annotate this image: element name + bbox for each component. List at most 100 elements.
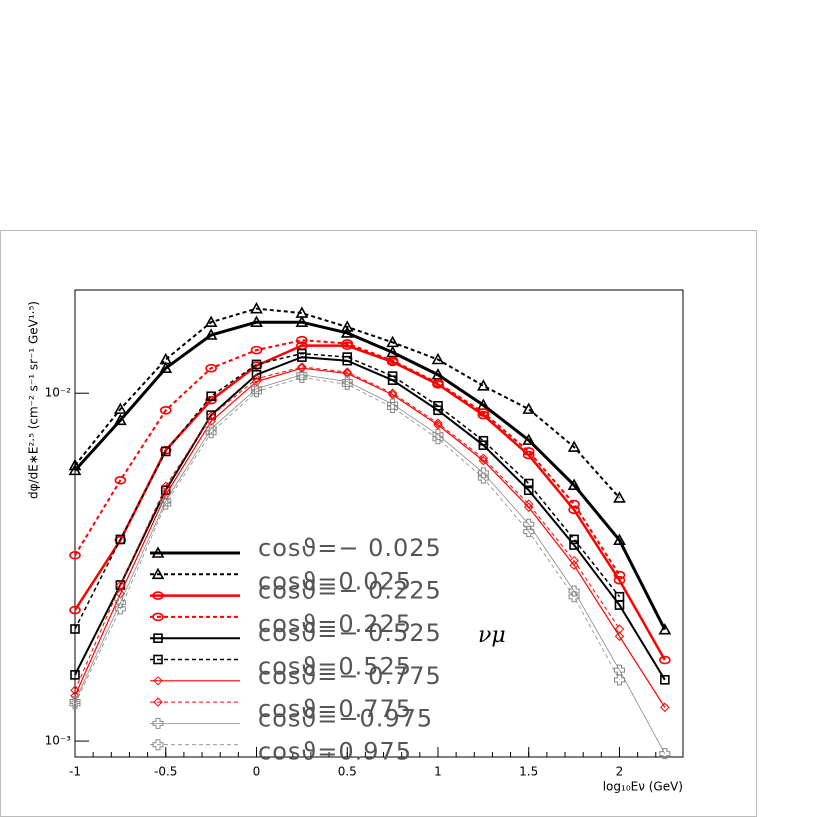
marker: [70, 670, 80, 680]
legend-entry: cosϑ=−0.975: [150, 704, 432, 732]
legend-entry: cosϑ=− 0.775: [150, 662, 442, 690]
marker: [431, 352, 445, 365]
marker: [70, 624, 80, 634]
marker: [523, 526, 535, 538]
marker: [341, 378, 353, 390]
series-line: [73, 320, 667, 631]
marker: [386, 356, 399, 366]
marker: [659, 748, 671, 760]
marker: [523, 485, 534, 496]
marker: [432, 433, 444, 445]
x-tick-label: 1.5: [519, 765, 538, 779]
legend-label: cosϑ=0.525: [258, 653, 412, 681]
marker: [159, 445, 172, 455]
legend-entry: cosϑ=0.975: [150, 738, 412, 766]
legend-entry: cosϑ=− 0.025: [150, 534, 442, 562]
marker: [69, 551, 81, 560]
legend-marker-shape: [152, 591, 164, 600]
marker: [206, 411, 216, 421]
legend-label: cosϑ=− 0.775: [258, 662, 442, 690]
marker: [342, 352, 353, 362]
series-line: [74, 307, 621, 499]
marker: [205, 427, 217, 439]
marker: [387, 388, 398, 398]
x-tick-label: 2: [616, 765, 624, 779]
canvas-frame: [0, 230, 757, 817]
y-tick-label: 10⁻²: [45, 386, 72, 400]
marker: [613, 533, 626, 545]
marker: [296, 335, 308, 345]
marker: [69, 605, 81, 615]
legend-marker: [151, 546, 165, 558]
x-tick-label: 0.5: [338, 765, 357, 779]
series-line: [74, 377, 620, 704]
legend-label: cosϑ=0.225: [258, 610, 412, 638]
marker: [341, 339, 354, 348]
marker: [296, 371, 308, 383]
legend-marker: [153, 697, 163, 707]
legend-entry: cosϑ=0.525: [150, 653, 412, 681]
legend-marker-shape: [152, 717, 164, 729]
legend-entry: cosϑ=0.775: [150, 695, 412, 723]
plot-frame: [74, 289, 684, 758]
legend-label: cosϑ=− 0.225: [258, 577, 442, 605]
marker: [70, 685, 80, 695]
marker: [297, 348, 307, 359]
legend-marker-shape: [151, 546, 165, 558]
marker: [295, 315, 309, 327]
legend-label: cosϑ=0.025: [258, 567, 412, 595]
legend-label: cosϑ=0.975: [258, 738, 412, 766]
x-axis-label: log₁₀Eν (GeV): [603, 780, 683, 794]
marker: [114, 603, 126, 615]
marker: [476, 379, 490, 391]
marker: [387, 401, 399, 413]
series: [69, 335, 626, 580]
legend-label: cosϑ=− 0.525: [258, 619, 442, 647]
marker: [114, 402, 127, 414]
legend-entry: cosϑ=− 0.225: [150, 577, 442, 605]
x-tick-label: -1: [69, 765, 81, 779]
marker: [250, 345, 263, 355]
marker: [613, 674, 625, 686]
marker: [567, 478, 581, 490]
marker: [204, 328, 218, 340]
marker: [658, 623, 672, 635]
marker: [568, 499, 580, 509]
marker: [567, 440, 581, 452]
legend-marker: [152, 717, 164, 729]
marker: [297, 362, 307, 372]
marker: [70, 691, 80, 701]
marker: [433, 401, 443, 411]
legend-marker-shape: [152, 739, 164, 751]
marker: [613, 491, 626, 503]
legend-marker: [153, 654, 163, 665]
marker: [387, 371, 398, 381]
marker: [614, 624, 625, 634]
marker: [478, 453, 489, 463]
marker: [613, 570, 626, 580]
marker: [206, 410, 216, 420]
legend-marker: [151, 567, 165, 580]
marker: [569, 555, 579, 566]
y-axis-label: dφ/dE∗E²·⁵ (cm⁻² s⁻¹ sr⁻¹ GeV¹·⁵): [27, 301, 41, 499]
marker: [205, 423, 217, 435]
legend-label: cosϑ=− 0.025: [258, 534, 442, 562]
marker: [522, 402, 536, 414]
marker: [522, 447, 535, 456]
marker: [477, 472, 489, 484]
marker: [114, 597, 126, 609]
marker: [205, 363, 217, 373]
marker: [250, 386, 262, 398]
marker: [159, 352, 173, 365]
legend-entry: cosϑ=− 0.525: [150, 619, 442, 647]
marker: [340, 326, 354, 338]
legend-label: cosϑ=0.775: [258, 695, 412, 723]
marker: [524, 499, 534, 509]
legend-marker: [152, 739, 164, 751]
y-tick-label: 10⁻³: [45, 734, 72, 748]
marker: [340, 320, 354, 332]
marker: [161, 481, 171, 492]
marker: [432, 378, 444, 388]
series-line: [74, 356, 666, 681]
